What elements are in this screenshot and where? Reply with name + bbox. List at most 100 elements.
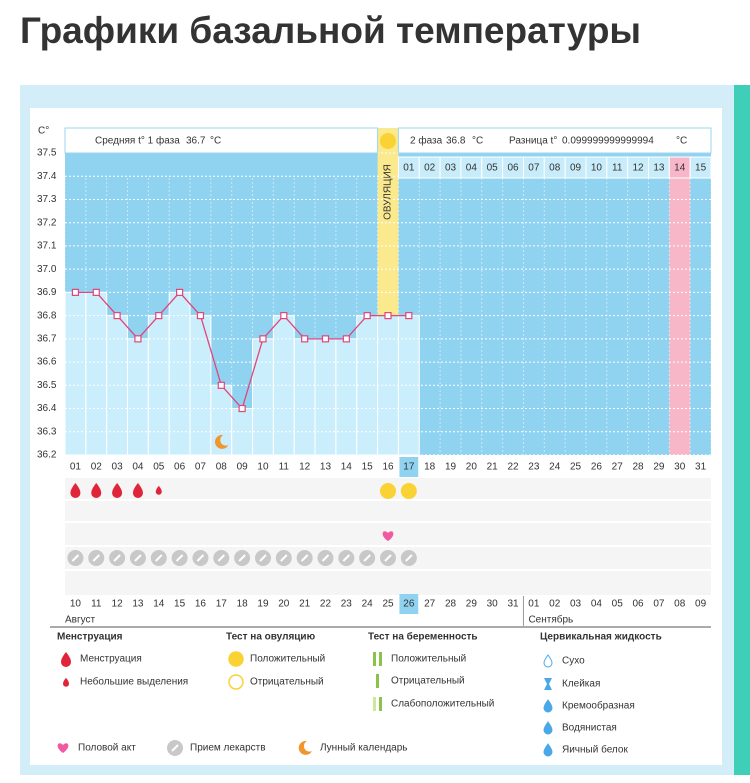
date-label: 05 bbox=[612, 599, 624, 610]
y-tick-label: 36.3 bbox=[37, 426, 57, 437]
x-tick-label: 24 bbox=[549, 462, 561, 473]
date-label: 22 bbox=[320, 599, 332, 610]
date-label: 10 bbox=[70, 599, 82, 610]
date-label: 04 bbox=[591, 599, 603, 610]
legend-item: Слабоположительный bbox=[391, 698, 494, 710]
temperature-point bbox=[238, 404, 246, 413]
x-tick-label: 13 bbox=[320, 462, 332, 473]
legend-item: Половой акт bbox=[78, 743, 136, 754]
legend-item: Прием лекарств bbox=[190, 743, 266, 754]
date-label: 25 bbox=[382, 599, 394, 610]
pill-stripe bbox=[134, 554, 142, 562]
menstruation-icon bbox=[70, 483, 81, 498]
y-tick-label: 36.4 bbox=[37, 403, 57, 414]
x-tick-label: 11 bbox=[279, 462, 290, 473]
phase2-label: 2 фаза bbox=[410, 135, 443, 147]
legend-item: Яичный белок bbox=[562, 744, 628, 756]
legend-title: Менструация bbox=[57, 632, 123, 643]
pill-stripe bbox=[171, 744, 179, 752]
pill-stripe bbox=[363, 554, 371, 562]
y-tick-label: 37.1 bbox=[37, 241, 57, 252]
ovulation-label: ОВУЛЯЦИЯ bbox=[383, 164, 394, 220]
phase2-day: 03 bbox=[445, 163, 457, 174]
date-label: 12 bbox=[112, 599, 124, 610]
y-tick-label: 36.2 bbox=[37, 450, 57, 461]
phase2-avg: 36.8 bbox=[446, 136, 466, 147]
phase1-avg: 36.7 bbox=[186, 136, 206, 147]
date-label: 18 bbox=[237, 599, 249, 610]
temperature-point bbox=[155, 312, 163, 320]
date-label: 24 bbox=[362, 599, 374, 610]
phase2-day: 14 bbox=[674, 163, 686, 174]
month-label: Август bbox=[65, 615, 96, 626]
date-label: 15 bbox=[174, 599, 186, 610]
temperature-point bbox=[363, 312, 371, 320]
diff: 0.099999999999994 bbox=[562, 136, 654, 147]
temperature-point bbox=[342, 335, 350, 343]
highlight-column bbox=[669, 157, 691, 455]
x-tick-label: 01 bbox=[70, 462, 82, 473]
x-tick-label: 17 bbox=[403, 462, 415, 473]
date-label: 09 bbox=[695, 599, 707, 610]
y-tick-label: 36.5 bbox=[37, 380, 57, 391]
phase2-day: 07 bbox=[528, 163, 540, 174]
date-label: 29 bbox=[466, 599, 478, 610]
date-label: 03 bbox=[570, 599, 582, 610]
pill-stripe bbox=[175, 554, 184, 562]
x-tick-label: 28 bbox=[633, 462, 645, 473]
x-tick-label: 15 bbox=[362, 462, 374, 473]
date-label: 23 bbox=[341, 599, 353, 610]
legend-icon bbox=[228, 674, 244, 690]
pill-stripe bbox=[342, 554, 351, 562]
date-label: 21 bbox=[299, 599, 311, 610]
x-tick-label: 03 bbox=[112, 462, 124, 473]
temperature-bar bbox=[168, 291, 191, 456]
legend-icon bbox=[373, 652, 376, 666]
x-tick-label: 02 bbox=[91, 462, 103, 473]
y-tick-label: 36.6 bbox=[37, 357, 57, 368]
legend-icon bbox=[379, 652, 382, 666]
x-tick-label: 25 bbox=[570, 462, 582, 473]
date-label: 01 bbox=[528, 599, 540, 610]
phase2-day: 15 bbox=[695, 163, 707, 174]
temperature-bar bbox=[272, 315, 295, 456]
x-tick-label: 09 bbox=[237, 462, 249, 473]
spotting-icon bbox=[155, 485, 162, 495]
legend-title: Тест на овуляцию bbox=[226, 632, 316, 643]
pill-stripe bbox=[384, 554, 392, 562]
x-tick-label: 05 bbox=[153, 462, 165, 473]
legend-item: Кремообразная bbox=[562, 700, 635, 712]
date-label: 26 bbox=[403, 599, 415, 610]
page-title: Графики базальной температуры bbox=[20, 10, 641, 51]
date-label: 20 bbox=[278, 599, 290, 610]
x-tick-label: 10 bbox=[257, 462, 269, 473]
x-tick-label: 22 bbox=[507, 462, 519, 473]
pill-stripe bbox=[280, 554, 288, 562]
intercourse-icon bbox=[382, 531, 394, 541]
pill-stripe bbox=[405, 554, 413, 562]
temperature-point bbox=[405, 312, 413, 320]
x-tick-label: 27 bbox=[612, 462, 624, 473]
temperature-point bbox=[384, 312, 392, 320]
legend-icon bbox=[544, 678, 552, 690]
x-tick-label: 14 bbox=[341, 462, 353, 473]
menstruation-icon bbox=[112, 483, 123, 498]
date-label: 14 bbox=[153, 599, 165, 610]
legend-icon bbox=[379, 697, 382, 711]
phase2-day: 02 bbox=[424, 163, 436, 174]
legend-icon bbox=[61, 652, 71, 667]
legend-item: Положительный bbox=[250, 654, 325, 665]
pill-stripe bbox=[300, 554, 309, 562]
y-tick-label: 36.7 bbox=[37, 333, 57, 344]
temperature-point bbox=[92, 288, 100, 296]
y-tick-label: 37.5 bbox=[37, 148, 57, 159]
x-tick-label: 20 bbox=[466, 462, 478, 473]
x-tick-label: 18 bbox=[424, 462, 436, 473]
phase1-box bbox=[64, 127, 379, 154]
diff-label: Разница t° bbox=[509, 136, 557, 147]
y-axis-label: C° bbox=[38, 126, 49, 137]
y-tick-label: 37.0 bbox=[37, 264, 57, 275]
y-tick-label: 37.3 bbox=[37, 194, 57, 205]
phase2-day: 08 bbox=[549, 163, 561, 174]
current-date-bg bbox=[399, 594, 419, 614]
